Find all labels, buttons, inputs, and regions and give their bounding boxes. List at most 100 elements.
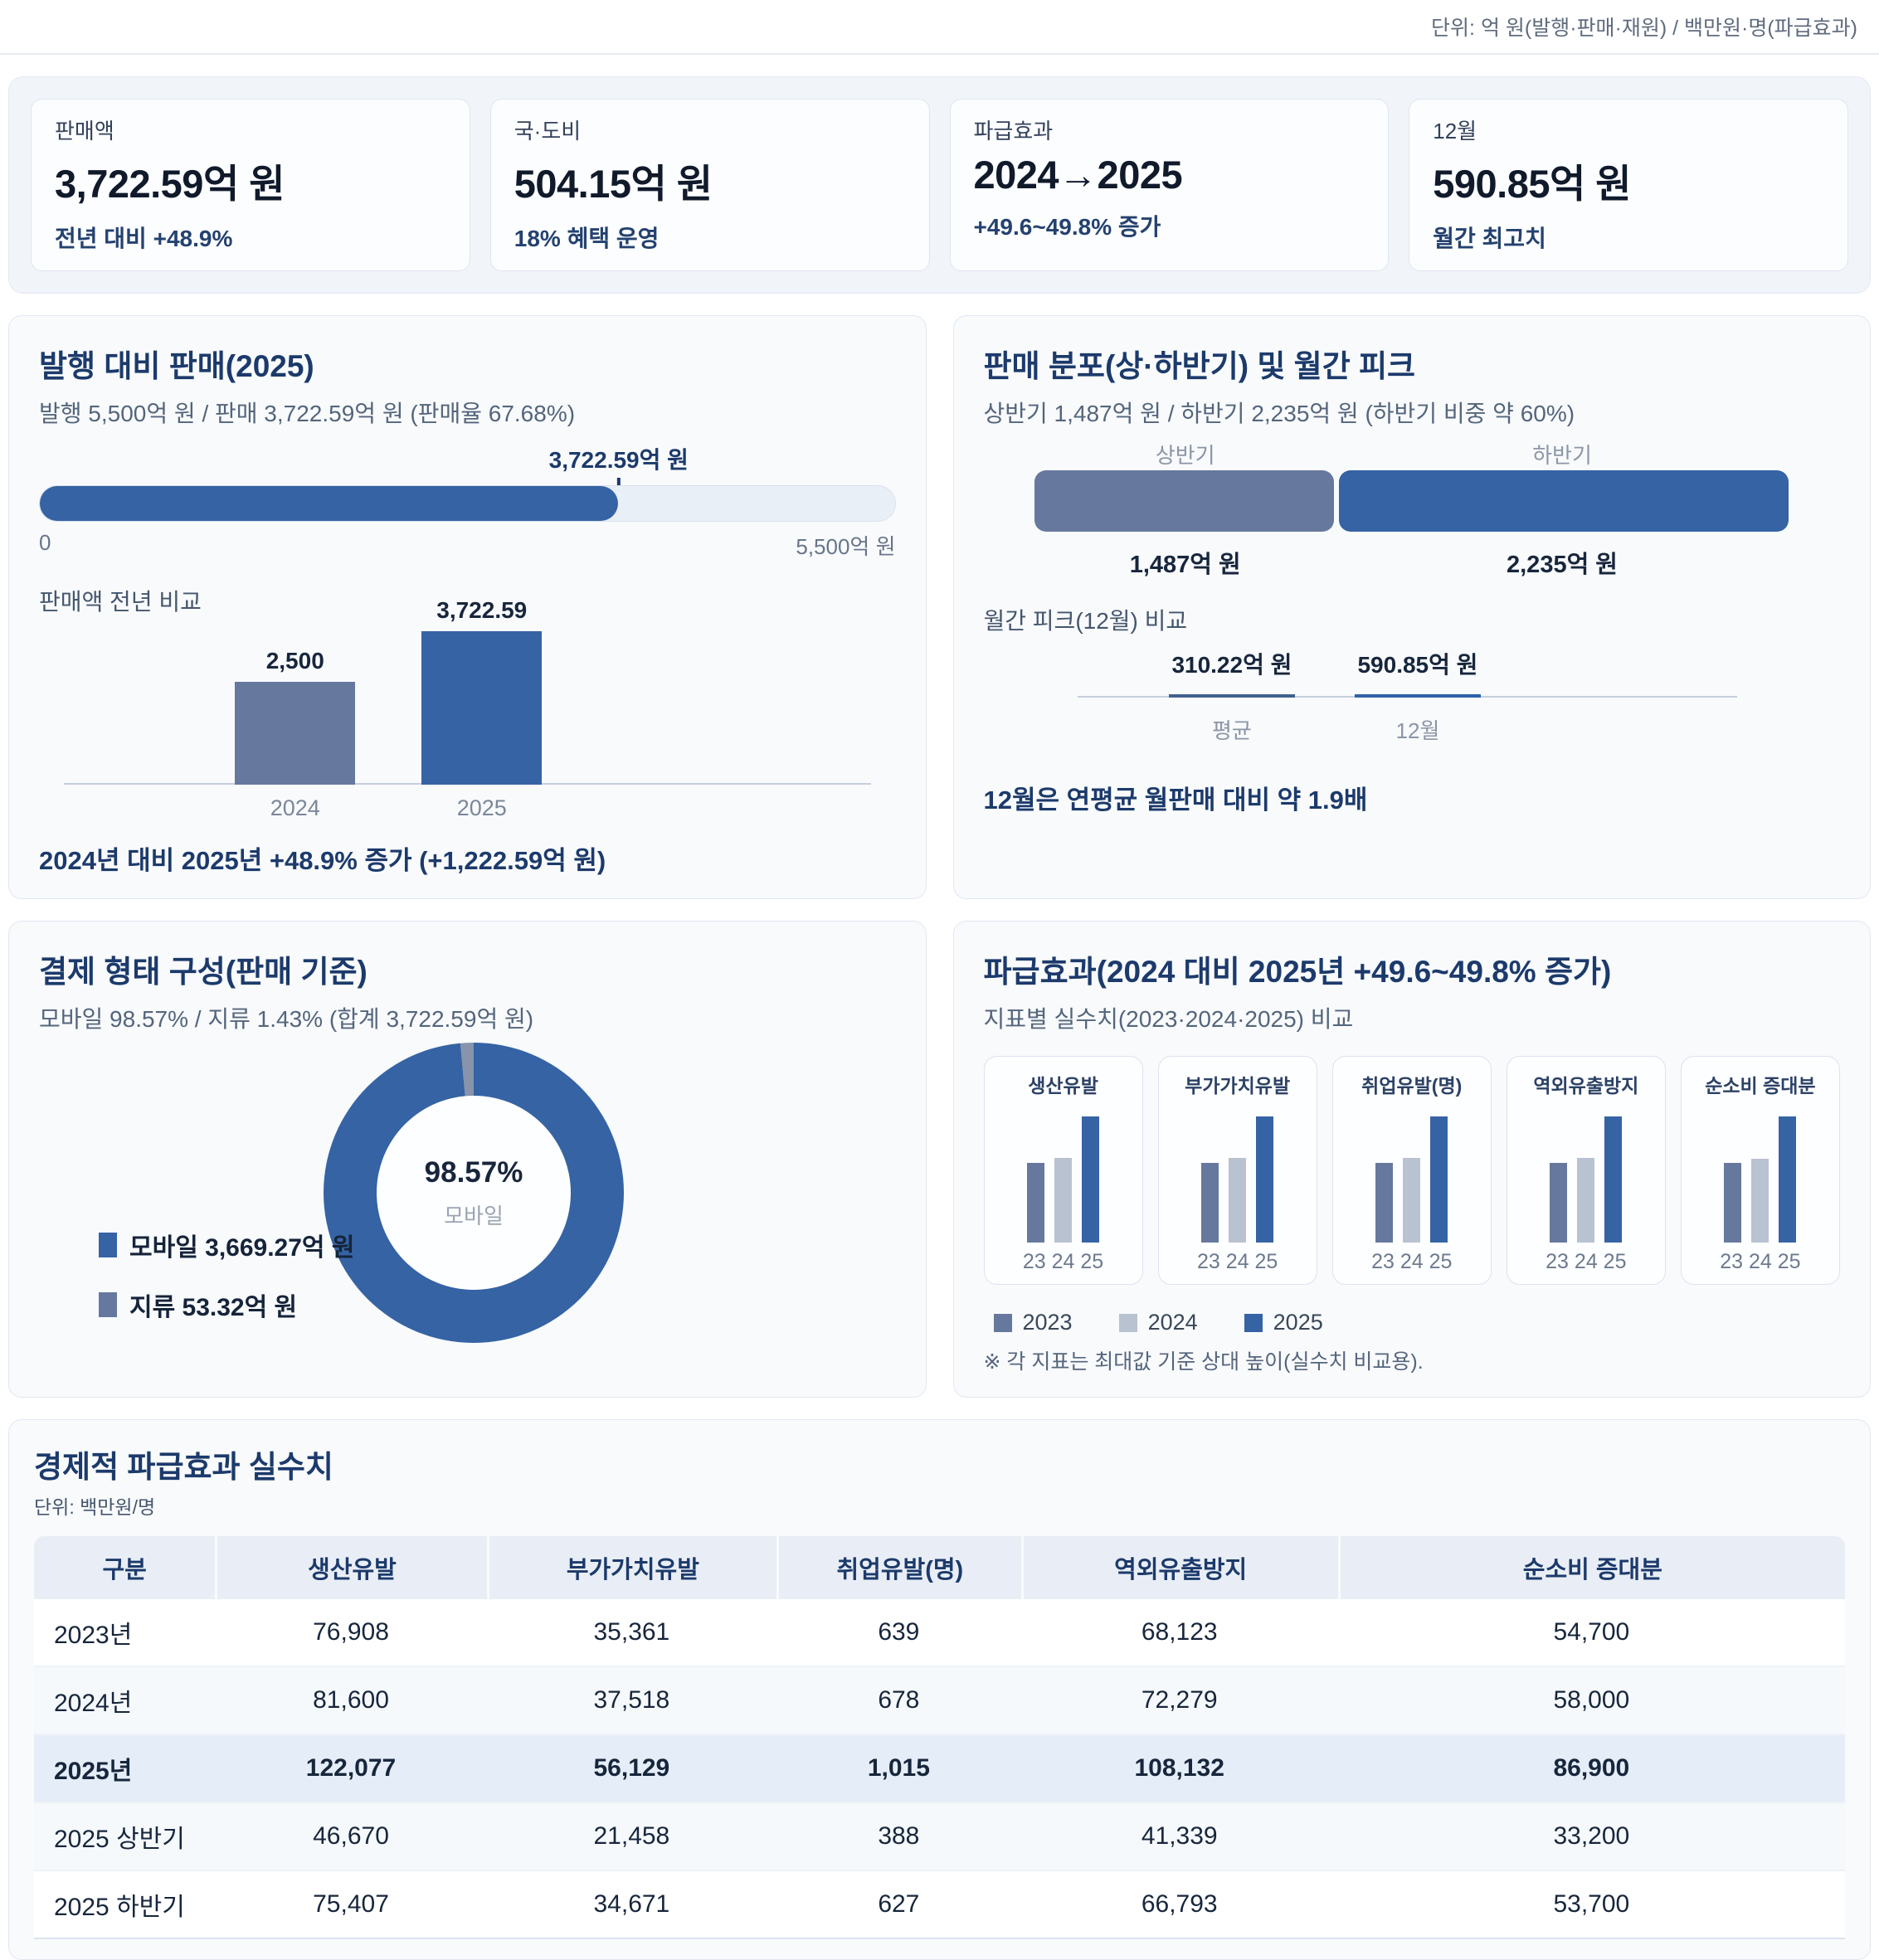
cell-value: 1,015 [776,1734,1021,1802]
progress-marker-tick-icon [616,478,621,490]
yoy-bar-2025: 3,722.59 2025 [421,597,543,820]
progress-marker-row: 3,722.59억 원 [39,442,896,490]
cell-value: 66,793 [1020,1870,1338,1939]
mini-bar [1751,1159,1769,1243]
panel-row-1: 발행 대비 판매(2025) 발행 5,500억 원 / 판매 3,722.59… [8,315,1871,899]
cell-value: 58,000 [1337,1666,1845,1734]
metric-bars [1027,1111,1100,1243]
metric-axis-label: 23 24 25 [1371,1250,1453,1273]
table-unit-note: 단위: 백만원/명 [34,1496,156,1518]
cell-value: 388 [776,1802,1021,1870]
legend-item-paper: 지류 53.32억 원 [99,1286,354,1323]
metric-bars [1375,1111,1448,1243]
segment-bar [1034,470,1789,532]
segment-label: 상반기 [1155,443,1215,468]
mini-bar [1229,1158,1247,1243]
cell-value: 627 [776,1870,1021,1939]
cell-value: 678 [776,1666,1021,1734]
legend-swatch-icon [99,1292,117,1317]
peak-footer: 12월은 연평균 월판매 대비 약 1.9배 [983,785,1368,815]
peak-underline [1168,694,1295,698]
kpi-sub: +49.6~49.8% 증가 [973,214,1161,240]
issuance-progress-track [39,485,896,522]
cell-value: 76,908 [215,1599,487,1666]
mini-bar [1550,1163,1568,1243]
impact-metric-card: 취업유발(명) 23 24 25 [1331,1056,1492,1285]
impact-footnote: ※ 각 지표는 최대값 기준 상대 높이(실수치 비교용). [983,1350,1424,1374]
metric-bars [1724,1111,1797,1243]
panel-title: 판매 분포(상·하반기) 및 월간 피크 [983,349,1416,383]
segment-label: 하반기 [1532,443,1592,468]
donut-center-label: 모바일 [444,1203,504,1228]
cell-value: 56,129 [486,1734,776,1802]
impact-legend: 2023 2024 2025 [993,1310,1841,1335]
segment-하반기 [1338,470,1789,532]
cell-value: 46,670 [215,1802,487,1870]
kpi-label: 파급효과 [973,119,1054,143]
bar-value-label: 3,722.59 [436,597,528,623]
col-header: 순소비 증대분 [1337,1536,1845,1599]
panel-title: 발행 대비 판매(2025) [39,349,314,383]
bar [235,682,356,785]
legend-item-mobile: 모바일 3,669.27억 원 [99,1227,354,1263]
impact-metric-card: 부가가치유발 23 24 25 [1157,1056,1317,1285]
bar-value-label: 2,500 [265,648,324,674]
kpi-label: 판매액 [55,119,114,143]
panel-issuance-vs-sales: 발행 대비 판매(2025) 발행 5,500억 원 / 판매 3,722.59… [8,315,927,899]
metric-name: 생산유발 [1028,1075,1098,1097]
segment-value: 1,487억 원 [1129,552,1241,578]
col-header: 부가가치유발 [486,1536,776,1599]
peak-value: 590.85억 원 [1357,652,1478,678]
panel-title: 결제 형태 구성(판매 기준) [39,955,368,989]
issuance-progress-fill [40,486,619,521]
col-header: 생산유발 [215,1536,487,1599]
peak-value: 310.22억 원 [1171,652,1292,678]
cell-value: 41,339 [1020,1802,1338,1870]
panel-economic-impact: 파급효과(2024 대비 2025년 +49.6~49.8% 증가) 지표별 실… [952,921,1871,1398]
impact-mini-charts: 생산유발 23 24 25 부가가치유발 23 24 25 취업유발(명) 23 24 2… [983,1056,1841,1285]
peak-item-average: 310.22억 원 평균 [1168,643,1295,745]
kpi-strip: 판매액 3,722.59억 원 전년 대비 +48.9% 국·도비 504.15… [8,76,1871,294]
mini-bar [1403,1158,1421,1243]
panel-row-2: 결제 형태 구성(판매 기준) 모바일 98.57% / 지류 1.43% (합… [8,921,1871,1398]
halfyear-stacked-bar: 상반기 하반기 1,487억 원 2,235억 원 [1034,439,1789,580]
metric-axis-label: 23 24 25 [1196,1250,1278,1273]
yoy-bars: 2,500 2024 3,722.59 2025 [0,597,792,820]
kpi-value: 590.85억 원 [1433,162,1632,206]
panel-payment-composition: 결제 형태 구성(판매 기준) 모바일 98.57% / 지류 1.43% (합… [8,921,927,1398]
monthly-peak-comparison: 310.22억 원 평균 590.85억 원 12월 [984,643,1841,766]
impact-metric-card: 생산유발 23 24 25 [983,1056,1143,1285]
row-label: 2024년 [34,1666,216,1734]
col-header: 역외유출방지 [1020,1536,1338,1599]
kpi-sub: 월간 최고치 [1433,226,1546,251]
mini-bar [1082,1116,1100,1243]
yoy-bar-2024: 2,500 2024 [235,648,356,820]
mini-bar [1054,1158,1073,1243]
table-header-row: 구분 생산유발 부가가치유발 취업유발(명) 역외유출방지 순소비 증대분 [34,1536,1845,1599]
kpi-value: 3,722.59억 원 [55,162,285,206]
bar-category-label: 2025 [456,795,507,820]
peak-label: 평균 [1212,718,1252,743]
row-label: 2025 상반기 [34,1802,216,1870]
cell-value: 37,518 [486,1666,776,1734]
cell-value: 108,132 [1020,1734,1338,1802]
progress-marker-label: 3,722.59억 원 [548,447,689,473]
peak-label: 12월 [1395,718,1440,743]
kpi-value: 504.15억 원 [514,162,713,206]
donut-center-pct: 98.57% [424,1155,523,1189]
kpi-sub: 18% 혜택 운영 [514,226,660,251]
mini-bar [1577,1158,1595,1243]
legend-item-2023: 2023 [993,1310,1073,1335]
mini-bar [1256,1116,1274,1243]
panel-subtitle: 모바일 98.57% / 지류 1.43% (합계 3,722.59억 원) [39,1006,534,1032]
metric-name: 취업유발(명) [1361,1075,1463,1097]
cell-value: 34,671 [486,1870,776,1939]
impact-metric-card: 역외유출방지 23 24 25 [1506,1056,1666,1285]
cell-value: 639 [776,1599,1021,1666]
metric-bars [1550,1111,1623,1243]
panel-title: 파급효과(2024 대비 2025년 +49.6~49.8% 증가) [983,955,1612,989]
units-note: 단위: 억 원(발행·판매·재원) / 백만원·명(파급효과) [1431,17,1857,40]
row-label: 2023년 [34,1599,216,1666]
panel-subtitle: 발행 5,500억 원 / 판매 3,722.59억 원 (판매율 67.68%… [39,401,576,426]
kpi-sub: 전년 대비 +48.9% [55,226,233,251]
